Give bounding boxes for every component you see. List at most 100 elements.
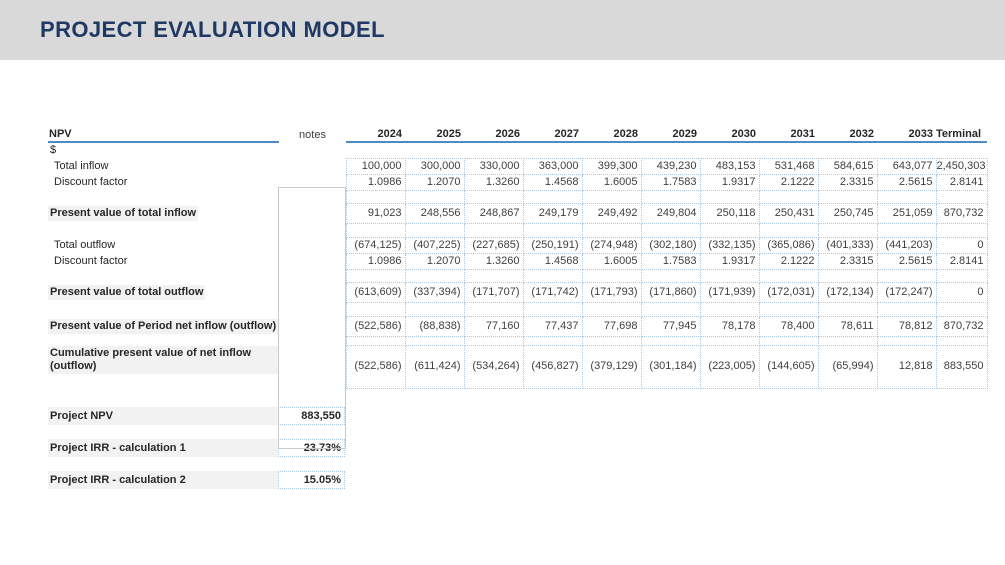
- value-cell[interactable]: 2.5615: [876, 252, 937, 270]
- value-cell[interactable]: 250,431: [758, 202, 819, 224]
- value-cell[interactable]: [404, 222, 465, 238]
- value-cell[interactable]: 1.9317: [699, 173, 760, 191]
- value-cell[interactable]: [935, 301, 988, 317]
- value-cell[interactable]: [758, 301, 819, 317]
- value-cell[interactable]: [345, 268, 406, 283]
- value-cell[interactable]: 2.5615: [876, 173, 937, 191]
- value-cell[interactable]: [463, 301, 524, 317]
- value-cell[interactable]: 2.3315: [817, 252, 878, 270]
- value-cell[interactable]: [876, 222, 937, 238]
- value-cell[interactable]: [640, 222, 701, 238]
- value-cell[interactable]: 1.0986: [345, 173, 406, 191]
- value-cell[interactable]: (171,707): [463, 281, 524, 303]
- value-cell[interactable]: 250,118: [699, 202, 760, 224]
- value-cell[interactable]: 1.6005: [581, 173, 642, 191]
- value-cell[interactable]: 77,698: [581, 315, 642, 337]
- value-cell[interactable]: (250,191): [522, 236, 583, 254]
- value-cell[interactable]: 249,804: [640, 202, 701, 224]
- value-cell[interactable]: (227,685): [463, 236, 524, 254]
- value-cell[interactable]: (407,225): [404, 236, 465, 254]
- value-cell[interactable]: 12,818: [876, 344, 937, 389]
- value-cell[interactable]: 643,077: [876, 157, 937, 175]
- value-cell[interactable]: 248,556: [404, 202, 465, 224]
- value-cell[interactable]: 531,468: [758, 157, 819, 175]
- value-cell[interactable]: [817, 301, 878, 317]
- value-cell[interactable]: [758, 268, 819, 283]
- value-cell[interactable]: [817, 268, 878, 283]
- value-cell[interactable]: 870,732: [935, 315, 988, 337]
- value-cell[interactable]: 78,812: [876, 315, 937, 337]
- value-cell[interactable]: [581, 301, 642, 317]
- value-cell[interactable]: (171,860): [640, 281, 701, 303]
- value-cell[interactable]: [522, 268, 583, 283]
- value-cell[interactable]: 883,550: [935, 344, 988, 389]
- notes-column-box[interactable]: [278, 187, 346, 449]
- value-cell[interactable]: (171,793): [581, 281, 642, 303]
- value-cell[interactable]: [935, 335, 988, 346]
- value-cell[interactable]: [463, 189, 524, 204]
- value-cell[interactable]: [522, 335, 583, 346]
- value-cell[interactable]: [876, 268, 937, 283]
- value-cell[interactable]: (144,605): [758, 344, 819, 389]
- value-cell[interactable]: 1.6005: [581, 252, 642, 270]
- value-cell[interactable]: (534,264): [463, 344, 524, 389]
- value-cell[interactable]: 2.8141: [935, 252, 988, 270]
- value-cell[interactable]: [581, 189, 642, 204]
- value-cell[interactable]: (401,333): [817, 236, 878, 254]
- value-cell[interactable]: [758, 222, 819, 238]
- value-cell[interactable]: 77,160: [463, 315, 524, 337]
- value-cell[interactable]: 363,000: [522, 157, 583, 175]
- value-cell[interactable]: [876, 335, 937, 346]
- value-cell[interactable]: [522, 222, 583, 238]
- value-cell[interactable]: [817, 189, 878, 204]
- value-cell[interactable]: 1.0986: [345, 252, 406, 270]
- value-cell[interactable]: [876, 189, 937, 204]
- value-cell[interactable]: (365,086): [758, 236, 819, 254]
- value-cell[interactable]: 399,300: [581, 157, 642, 175]
- value-cell[interactable]: 584,615: [817, 157, 878, 175]
- value-cell[interactable]: [463, 222, 524, 238]
- value-cell[interactable]: (613,609): [345, 281, 406, 303]
- value-cell[interactable]: [640, 335, 701, 346]
- value-cell[interactable]: (379,129): [581, 344, 642, 389]
- value-cell[interactable]: [935, 222, 988, 238]
- value-cell[interactable]: (674,125): [345, 236, 406, 254]
- value-cell[interactable]: 2.8141: [935, 173, 988, 191]
- value-cell[interactable]: [640, 301, 701, 317]
- value-cell[interactable]: [640, 189, 701, 204]
- value-cell[interactable]: (274,948): [581, 236, 642, 254]
- value-cell[interactable]: 77,437: [522, 315, 583, 337]
- value-cell[interactable]: [522, 301, 583, 317]
- value-cell[interactable]: 251,059: [876, 202, 937, 224]
- value-cell[interactable]: [345, 189, 406, 204]
- value-cell[interactable]: 2.1222: [758, 173, 819, 191]
- value-cell[interactable]: [345, 335, 406, 346]
- value-cell[interactable]: [463, 268, 524, 283]
- value-cell[interactable]: [699, 222, 760, 238]
- value-cell[interactable]: 0: [935, 236, 988, 254]
- value-cell[interactable]: 1.4568: [522, 173, 583, 191]
- value-cell[interactable]: 1.2070: [404, 173, 465, 191]
- value-cell[interactable]: [581, 222, 642, 238]
- value-cell[interactable]: 2.1222: [758, 252, 819, 270]
- value-cell[interactable]: (441,203): [876, 236, 937, 254]
- value-cell[interactable]: 2,450,303: [935, 157, 988, 175]
- value-cell[interactable]: (337,394): [404, 281, 465, 303]
- value-cell[interactable]: 250,745: [817, 202, 878, 224]
- value-cell[interactable]: (223,005): [699, 344, 760, 389]
- value-cell[interactable]: (171,742): [522, 281, 583, 303]
- value-cell[interactable]: [404, 335, 465, 346]
- value-cell[interactable]: (611,424): [404, 344, 465, 389]
- value-cell[interactable]: 1.3260: [463, 252, 524, 270]
- value-cell[interactable]: (172,247): [876, 281, 937, 303]
- value-cell[interactable]: 78,400: [758, 315, 819, 337]
- value-cell[interactable]: [581, 268, 642, 283]
- value-cell[interactable]: 91,023: [345, 202, 406, 224]
- value-cell[interactable]: [581, 335, 642, 346]
- value-cell[interactable]: [758, 189, 819, 204]
- value-cell[interactable]: [699, 189, 760, 204]
- value-cell[interactable]: (456,827): [522, 344, 583, 389]
- value-cell[interactable]: 1.9317: [699, 252, 760, 270]
- value-cell[interactable]: 1.7583: [640, 252, 701, 270]
- value-cell[interactable]: (171,939): [699, 281, 760, 303]
